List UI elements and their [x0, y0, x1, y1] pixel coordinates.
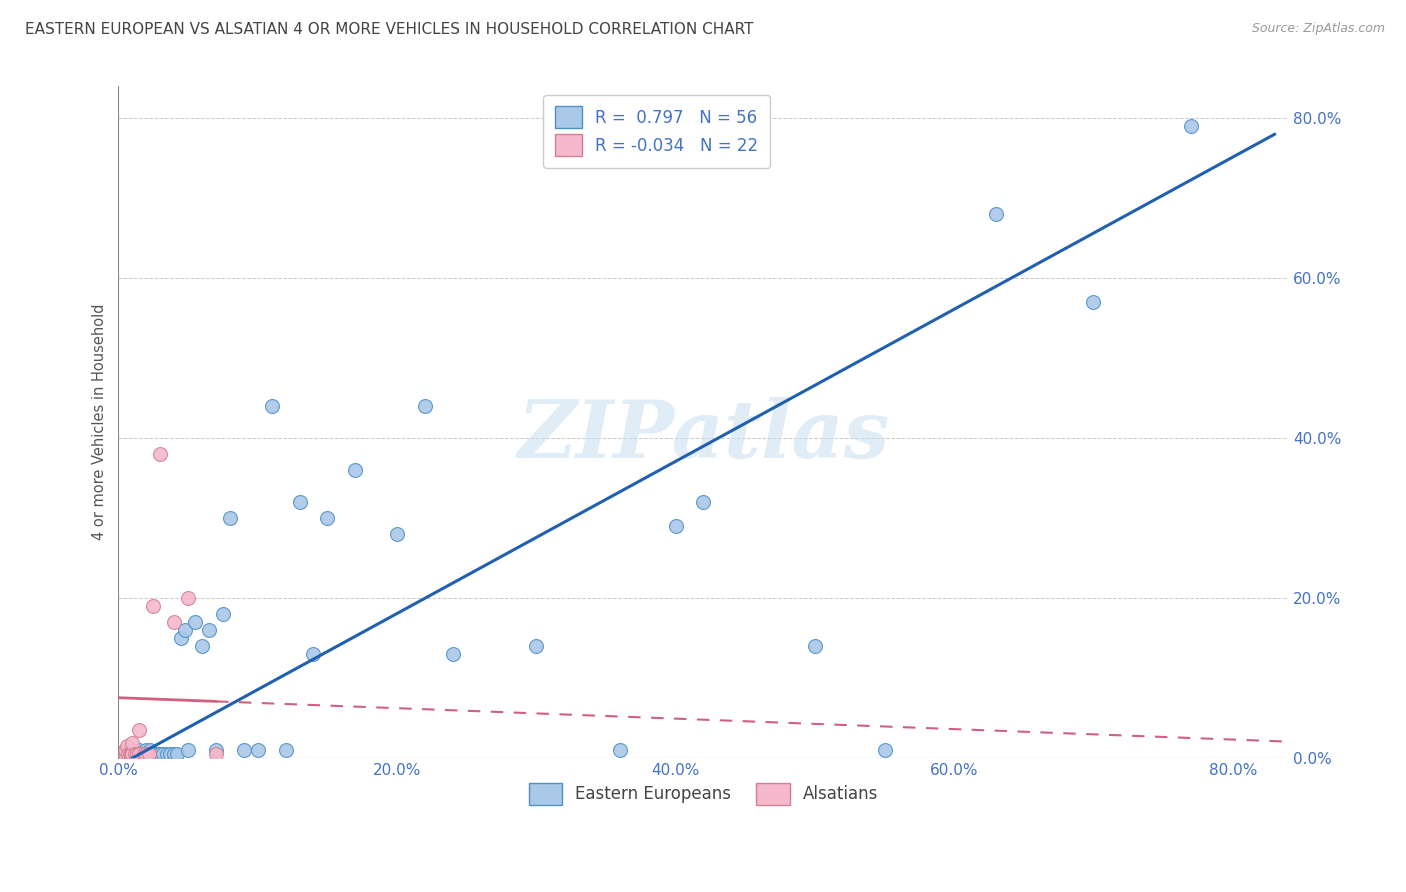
Point [274, 742, 297, 756]
Point [125, 747, 148, 761]
Point [115, 739, 138, 753]
Point [609, 742, 631, 756]
Point [124, 747, 146, 761]
Point [129, 747, 152, 761]
Point [385, 527, 408, 541]
Point [873, 742, 896, 756]
Point [413, 399, 436, 413]
Point [205, 742, 228, 756]
Point [1083, 295, 1105, 310]
Point [804, 639, 827, 653]
Point [120, 742, 142, 756]
Point [170, 631, 193, 645]
Point [138, 747, 160, 761]
Point [212, 607, 235, 621]
Point [524, 639, 547, 653]
Point [136, 747, 159, 761]
Point [664, 519, 686, 533]
Point [149, 447, 172, 461]
Point [114, 747, 136, 761]
Point [124, 744, 146, 758]
Point [121, 747, 143, 761]
Point [142, 747, 165, 761]
Point [218, 511, 240, 525]
Point [163, 747, 186, 761]
Point [149, 747, 172, 761]
Point [135, 742, 157, 756]
Point [112, 747, 135, 761]
Point [1180, 120, 1202, 134]
Text: EASTERN EUROPEAN VS ALSATIAN 4 OR MORE VEHICLES IN HOUSEHOLD CORRELATION CHART: EASTERN EUROPEAN VS ALSATIAN 4 OR MORE V… [25, 22, 754, 37]
Point [128, 742, 150, 756]
Point [132, 747, 155, 761]
Point [138, 747, 160, 761]
Point [120, 747, 142, 761]
Legend: Eastern Europeans, Alsatians: Eastern Europeans, Alsatians [520, 775, 887, 814]
Point [316, 511, 339, 525]
Point [114, 742, 136, 756]
Point [174, 623, 197, 637]
Point [128, 747, 150, 761]
Point [441, 647, 464, 661]
Point [135, 747, 157, 761]
Point [118, 747, 141, 761]
Point [163, 615, 186, 629]
Point [142, 599, 165, 613]
Point [128, 723, 150, 737]
Point [121, 736, 143, 750]
Point [117, 747, 139, 761]
Point [114, 747, 136, 761]
Point [191, 639, 214, 653]
Y-axis label: 4 or more Vehicles in Household: 4 or more Vehicles in Household [93, 304, 107, 541]
Point [232, 742, 254, 756]
Point [117, 744, 139, 758]
Point [198, 623, 221, 637]
Point [166, 747, 188, 761]
Point [177, 742, 200, 756]
Point [246, 742, 269, 756]
Point [692, 495, 714, 509]
Point [139, 742, 162, 756]
Point [127, 747, 149, 761]
Point [111, 747, 134, 761]
Point [344, 463, 367, 477]
Point [152, 747, 174, 761]
Point [302, 647, 325, 661]
Point [156, 747, 179, 761]
Point [118, 747, 141, 761]
Point [184, 615, 207, 629]
Point [159, 747, 181, 761]
Point [146, 747, 169, 761]
Point [121, 747, 143, 761]
Point [132, 747, 155, 761]
Point [984, 207, 1007, 221]
Point [260, 399, 283, 413]
Text: Source: ZipAtlas.com: Source: ZipAtlas.com [1251, 22, 1385, 36]
Point [134, 747, 156, 761]
Point [288, 495, 311, 509]
Point [177, 591, 200, 605]
Point [205, 747, 228, 761]
Point [125, 747, 148, 761]
Point [128, 747, 150, 761]
Point [145, 747, 167, 761]
Text: ZIPatlas: ZIPatlas [517, 397, 890, 475]
Point [131, 747, 153, 761]
